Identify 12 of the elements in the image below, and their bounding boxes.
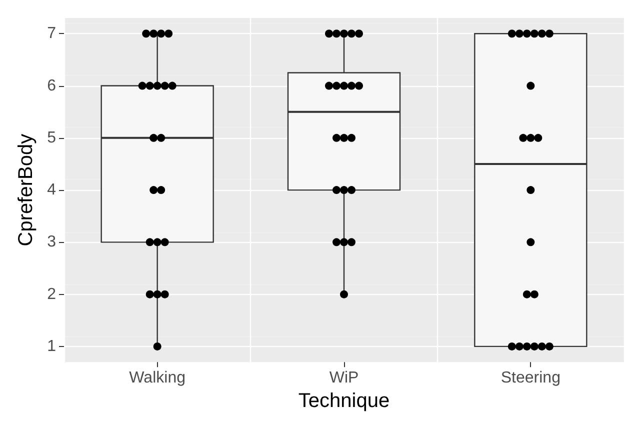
- y-tick-label: 5: [47, 129, 56, 146]
- x-axis-title: Technique: [298, 390, 390, 412]
- y-tick-label: 1: [47, 338, 56, 355]
- x-tick-label: WiP: [329, 370, 359, 387]
- y-tick-label: 7: [47, 25, 56, 42]
- y-tick-label: 6: [47, 77, 56, 94]
- x-tick-label: Walking: [129, 370, 186, 387]
- x-tick-label: Steering: [500, 370, 560, 387]
- y-tick-label: 4: [47, 182, 56, 199]
- y-axis-title: CpreferBody: [15, 134, 37, 246]
- y-tick-label: 2: [47, 286, 56, 303]
- y-tick-label: 3: [47, 234, 56, 251]
